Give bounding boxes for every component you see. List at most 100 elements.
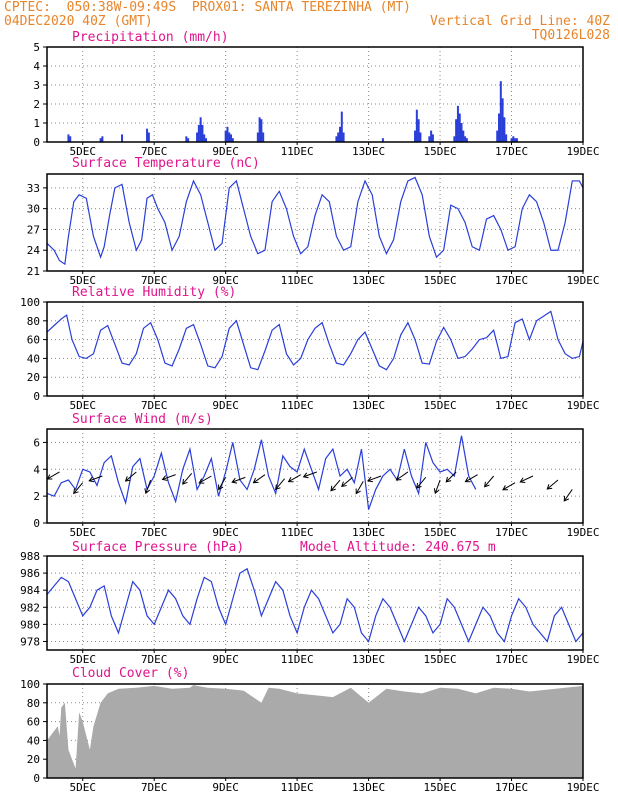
panel-title: Surface Temperature (nC) — [72, 156, 260, 171]
precip-bar — [258, 117, 261, 142]
x-tick-label: 17DEC — [495, 781, 528, 794]
precip-bar — [453, 136, 456, 142]
wind-arrow-shaft — [484, 475, 495, 488]
x-tick-label: 5DEC — [69, 781, 96, 794]
header-gridline: Vertical Grid Line: 40Z — [429, 14, 610, 29]
x-tick-label: 19DEC — [566, 781, 599, 794]
precip-bar — [496, 130, 499, 142]
precip-bar — [415, 109, 418, 142]
x-tick-label: 17DEC — [495, 526, 528, 539]
wind-arrow-head — [355, 488, 361, 495]
x-tick-label: 11DEC — [281, 274, 314, 287]
x-tick-label: 13DEC — [352, 274, 385, 287]
precip-bar — [230, 134, 233, 142]
wind-arrow-shaft — [47, 471, 60, 480]
y-tick-label: 988 — [20, 550, 40, 563]
y-tick-label: 60 — [27, 716, 40, 729]
wind-arrow-head — [546, 484, 553, 490]
wind-arrow-head — [144, 488, 151, 495]
y-tick-label: 0 — [33, 390, 40, 403]
wind-arrow-head — [563, 495, 570, 502]
wind-arrow-shaft — [162, 474, 176, 480]
wind-arrow-head — [161, 475, 168, 481]
precip-bar — [199, 117, 202, 142]
x-tick-label: 7DEC — [141, 399, 168, 412]
precip-bar — [465, 138, 468, 142]
precip-bar — [101, 136, 104, 142]
x-tick-label: 5DEC — [69, 145, 96, 158]
panel-frame — [46, 428, 584, 524]
wind-arrow-head — [367, 476, 373, 483]
wind-arrow-shaft — [445, 471, 457, 483]
precip-bar — [339, 126, 342, 142]
x-tick-label: 7DEC — [141, 526, 168, 539]
x-tick-label: 7DEC — [141, 274, 168, 287]
x-tick-label: 9DEC — [212, 274, 239, 287]
wind-arrow-shaft — [330, 479, 341, 492]
precip-bar — [201, 124, 204, 142]
wind-arrow-shaft — [416, 477, 427, 489]
x-tick-label: 5DEC — [69, 399, 96, 412]
y-tick-label: 978 — [20, 635, 40, 648]
wind-arrow-shaft — [182, 472, 193, 485]
wind-arrow-shaft — [465, 474, 478, 483]
precip-bar — [498, 113, 501, 142]
x-tick-label: 9DEC — [212, 526, 239, 539]
wind-arrow-head — [433, 488, 440, 495]
wind-arrow-head — [484, 481, 490, 488]
y-tick-label: 0 — [33, 772, 40, 785]
panel-frame — [46, 301, 584, 397]
precip-bar — [69, 136, 72, 142]
wind-arrow-head — [182, 479, 188, 485]
wind-arrow-shaft — [253, 474, 266, 484]
panel-title: Surface Pressure (hPa) — [72, 540, 244, 555]
precip-bar — [430, 130, 433, 142]
panel-frame — [46, 683, 584, 779]
precip-bar — [203, 134, 206, 142]
x-tick-label: 7DEC — [141, 653, 168, 666]
x-tick-label: 11DEC — [281, 653, 314, 666]
wind-arrow-head — [416, 483, 422, 489]
precip-bar — [512, 136, 515, 142]
x-tick-label: 9DEC — [212, 145, 239, 158]
y-tick-label: 0 — [33, 136, 40, 149]
precip-bar — [381, 138, 384, 142]
wind-arrow-head — [395, 475, 402, 481]
rh-line — [46, 310, 584, 371]
wind-arrow-head — [464, 477, 471, 483]
wind-arrow-shaft — [125, 471, 137, 482]
wind-arrow-shaft — [303, 471, 317, 478]
wind-arrow-head — [73, 488, 79, 495]
precip-bar — [231, 138, 234, 142]
precip-bar — [414, 130, 417, 142]
wind-line — [46, 435, 477, 510]
x-tick-label: 13DEC — [352, 399, 385, 412]
precip-bar — [262, 132, 265, 142]
precip-bar — [99, 138, 102, 142]
precip-bar — [510, 138, 513, 142]
x-tick-label: 5DEC — [69, 274, 96, 287]
precip-bar — [417, 119, 420, 142]
y-tick-label: 4 — [33, 463, 40, 476]
panel-extra-label: Model Altitude: 240.675 m — [300, 540, 496, 555]
x-tick-label: 9DEC — [212, 781, 239, 794]
wind-arrow-shaft — [563, 489, 573, 502]
x-tick-label: 15DEC — [424, 145, 457, 158]
wind-arrow-shaft — [341, 476, 353, 487]
precip-bar — [197, 124, 200, 142]
wind-arrow-shaft — [396, 471, 409, 481]
precip-bar — [514, 138, 517, 142]
x-tick-label: 19DEC — [566, 526, 599, 539]
y-tick-label: 24 — [27, 244, 41, 257]
wind-arrow-head — [275, 484, 281, 491]
wind-arrow-head — [341, 481, 347, 487]
x-tick-label: 7DEC — [141, 145, 168, 158]
precip-bar — [419, 132, 422, 142]
wind-arrow-shaft — [355, 481, 364, 494]
precip-bar — [458, 113, 461, 142]
y-tick-label: 986 — [20, 567, 40, 580]
precip-bar — [187, 138, 190, 142]
x-tick-label: 7DEC — [141, 781, 168, 794]
